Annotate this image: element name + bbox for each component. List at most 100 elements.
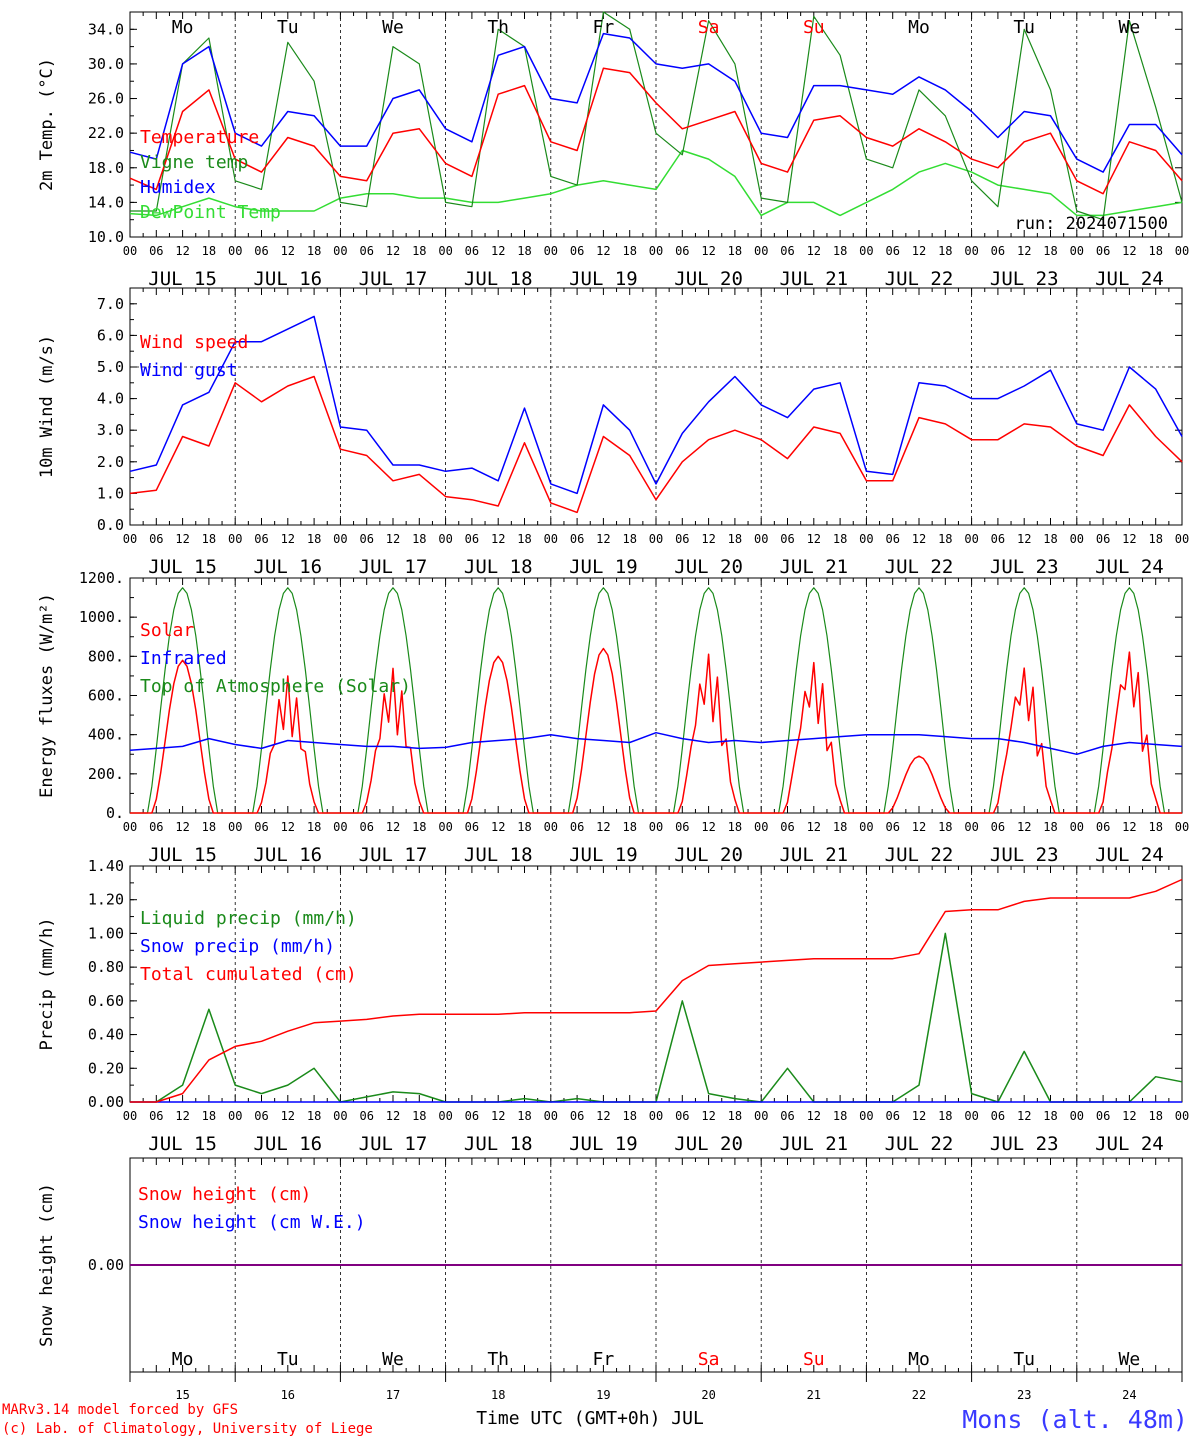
day-of-week-label: Mo: [908, 1349, 930, 1370]
date-label: JUL 22: [885, 1133, 954, 1155]
x-tick-label: 06: [675, 532, 689, 546]
x-tick-label: 00: [754, 820, 768, 834]
x-tick-label: 18: [833, 244, 847, 258]
legend-entry: Snow precip (mm/h): [140, 936, 335, 957]
y-tick-label: 18.0: [88, 159, 124, 177]
x-tick-label: 06: [570, 244, 584, 258]
y-tick-label: 14.0: [88, 193, 124, 211]
legend-entry: Snow height (cm): [138, 1184, 311, 1205]
date-label: JUL 15: [148, 844, 217, 866]
x-tick-label: 12: [175, 820, 189, 834]
y-tick-label: 2.0: [97, 453, 124, 471]
x-tick-label: 00: [964, 820, 978, 834]
series-line-2: [129, 32, 1183, 173]
x-tick-label: 00: [544, 820, 558, 834]
date-label: JUL 21: [779, 844, 848, 866]
x-tick-label: 06: [991, 532, 1005, 546]
y-tick-label: 1.00: [88, 924, 124, 942]
x-tick-label: 12: [386, 1109, 400, 1123]
legend-entry: DewPoint Temp: [140, 202, 281, 223]
x-tick-label: 06: [149, 1109, 163, 1123]
y-axis-label: Precip (mm/h): [37, 917, 57, 1050]
x-tick-label: 18: [202, 244, 216, 258]
x-tick-label: 12: [281, 1109, 295, 1123]
x-tick-label: 12: [596, 532, 610, 546]
day-of-week-label: Tu: [1013, 1349, 1035, 1370]
x-tick-label: 12: [281, 532, 295, 546]
x-tick-label: 18: [412, 820, 426, 834]
x-tick-label: 00: [544, 244, 558, 258]
x-tick-label: 00: [1070, 244, 1084, 258]
x-tick-label: 06: [254, 532, 268, 546]
x-tick-label: 12: [175, 532, 189, 546]
x-tick-label: 18: [1043, 1109, 1057, 1123]
day-number: 18: [491, 1388, 505, 1402]
y-tick-label: 0.80: [88, 958, 124, 976]
x-tick-label: 00: [438, 244, 452, 258]
date-label: JUL 19: [569, 556, 638, 578]
x-tick-label: 12: [491, 244, 505, 258]
y-tick-label: 400.: [88, 726, 124, 744]
date-label: JUL 18: [464, 1133, 533, 1155]
day-of-week-label: Sa: [698, 17, 720, 38]
legend-entry: Snow height (cm W.E.): [138, 1212, 366, 1233]
date-label: JUL 15: [148, 268, 217, 290]
date-label: JUL 20: [674, 556, 743, 578]
date-label: JUL 24: [1095, 556, 1164, 578]
legend-entry: Temperature: [140, 127, 259, 148]
x-tick-label: 00: [649, 820, 663, 834]
day-number: 17: [386, 1388, 400, 1402]
x-tick-label: 06: [991, 244, 1005, 258]
x-tick-label: 06: [991, 820, 1005, 834]
x-tick-label: 06: [885, 244, 899, 258]
date-label: JUL 18: [464, 844, 533, 866]
date-label: JUL 17: [359, 268, 428, 290]
x-tick-label: 06: [780, 1109, 794, 1123]
x-tick-label: 12: [912, 820, 926, 834]
date-label: JUL 22: [885, 556, 954, 578]
x-tick-label: 00: [544, 1109, 558, 1123]
x-tick-label: 06: [465, 244, 479, 258]
x-tick-label: 12: [1122, 244, 1136, 258]
date-label: JUL 20: [674, 844, 743, 866]
x-tick-label: 06: [359, 244, 373, 258]
date-label: JUL 17: [359, 556, 428, 578]
x-tick-label: 00: [333, 1109, 347, 1123]
date-label: JUL 24: [1095, 1133, 1164, 1155]
date-label: JUL 18: [464, 556, 533, 578]
day-of-week-label: Tu: [277, 17, 299, 38]
x-tick-label: 18: [1043, 820, 1057, 834]
x-tick-label: 00: [649, 1109, 663, 1123]
x-tick-label: 06: [780, 532, 794, 546]
chart-panel-3: 0. 200. 400. 600. 800. 1000. 1200. Energy fluxe…: [37, 569, 1189, 866]
x-tick-label: 18: [938, 1109, 952, 1123]
y-tick-label: 22.0: [88, 124, 124, 142]
x-tick-label: 18: [412, 1109, 426, 1123]
x-tick-label: 00: [1175, 820, 1189, 834]
y-tick-label: 34.0: [88, 20, 124, 38]
date-label: JUL 17: [359, 1133, 428, 1155]
x-tick-label: 12: [701, 532, 715, 546]
day-of-week-label: Fr: [593, 1349, 615, 1370]
x-tick-label: 18: [1148, 820, 1162, 834]
x-tick-label: 12: [807, 1109, 821, 1123]
x-tick-label: 18: [307, 1109, 321, 1123]
series-line-0: [129, 67, 1183, 195]
y-tick-label: 4.0: [97, 390, 124, 408]
x-tick-label: 18: [622, 532, 636, 546]
day-of-week-label: We: [1119, 17, 1141, 38]
x-tick-label: 12: [1122, 820, 1136, 834]
x-tick-label: 12: [1017, 244, 1031, 258]
y-tick-label: 0.20: [88, 1059, 124, 1077]
x-tick-label: 00: [1070, 1109, 1084, 1123]
date-label: JUL 21: [779, 556, 848, 578]
x-tick-label: 00: [859, 532, 873, 546]
legend-entry: Solar: [140, 620, 194, 641]
x-tick-label: 00: [964, 1109, 978, 1123]
day-number: 24: [1122, 1388, 1136, 1402]
x-tick-label: 18: [412, 532, 426, 546]
solar-line: [130, 647, 1182, 814]
x-tick-label: 06: [991, 1109, 1005, 1123]
x-tick-label: 06: [359, 1109, 373, 1123]
date-label: JUL 20: [674, 268, 743, 290]
